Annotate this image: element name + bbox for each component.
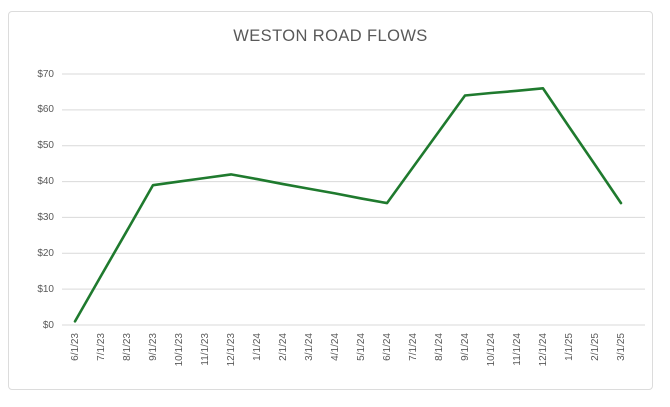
series-line (73, 87, 623, 323)
chart-title: WESTON ROAD FLOWS (233, 27, 428, 45)
